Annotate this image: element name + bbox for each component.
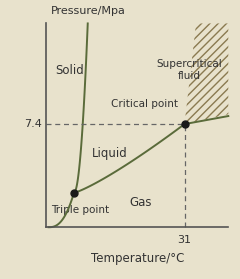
Text: Triple point: Triple point [51, 205, 109, 215]
Text: Temperature/°C: Temperature/°C [90, 252, 184, 265]
Text: Gas: Gas [129, 196, 152, 209]
Text: Solid: Solid [55, 64, 84, 76]
Text: Supercritical
fluid: Supercritical fluid [156, 59, 222, 81]
Text: Critical point: Critical point [111, 99, 178, 109]
Text: Pressure/Mpa: Pressure/Mpa [51, 6, 126, 16]
Text: 31: 31 [178, 235, 192, 245]
Text: Liquid: Liquid [92, 147, 128, 160]
Text: 7.4: 7.4 [24, 119, 42, 129]
